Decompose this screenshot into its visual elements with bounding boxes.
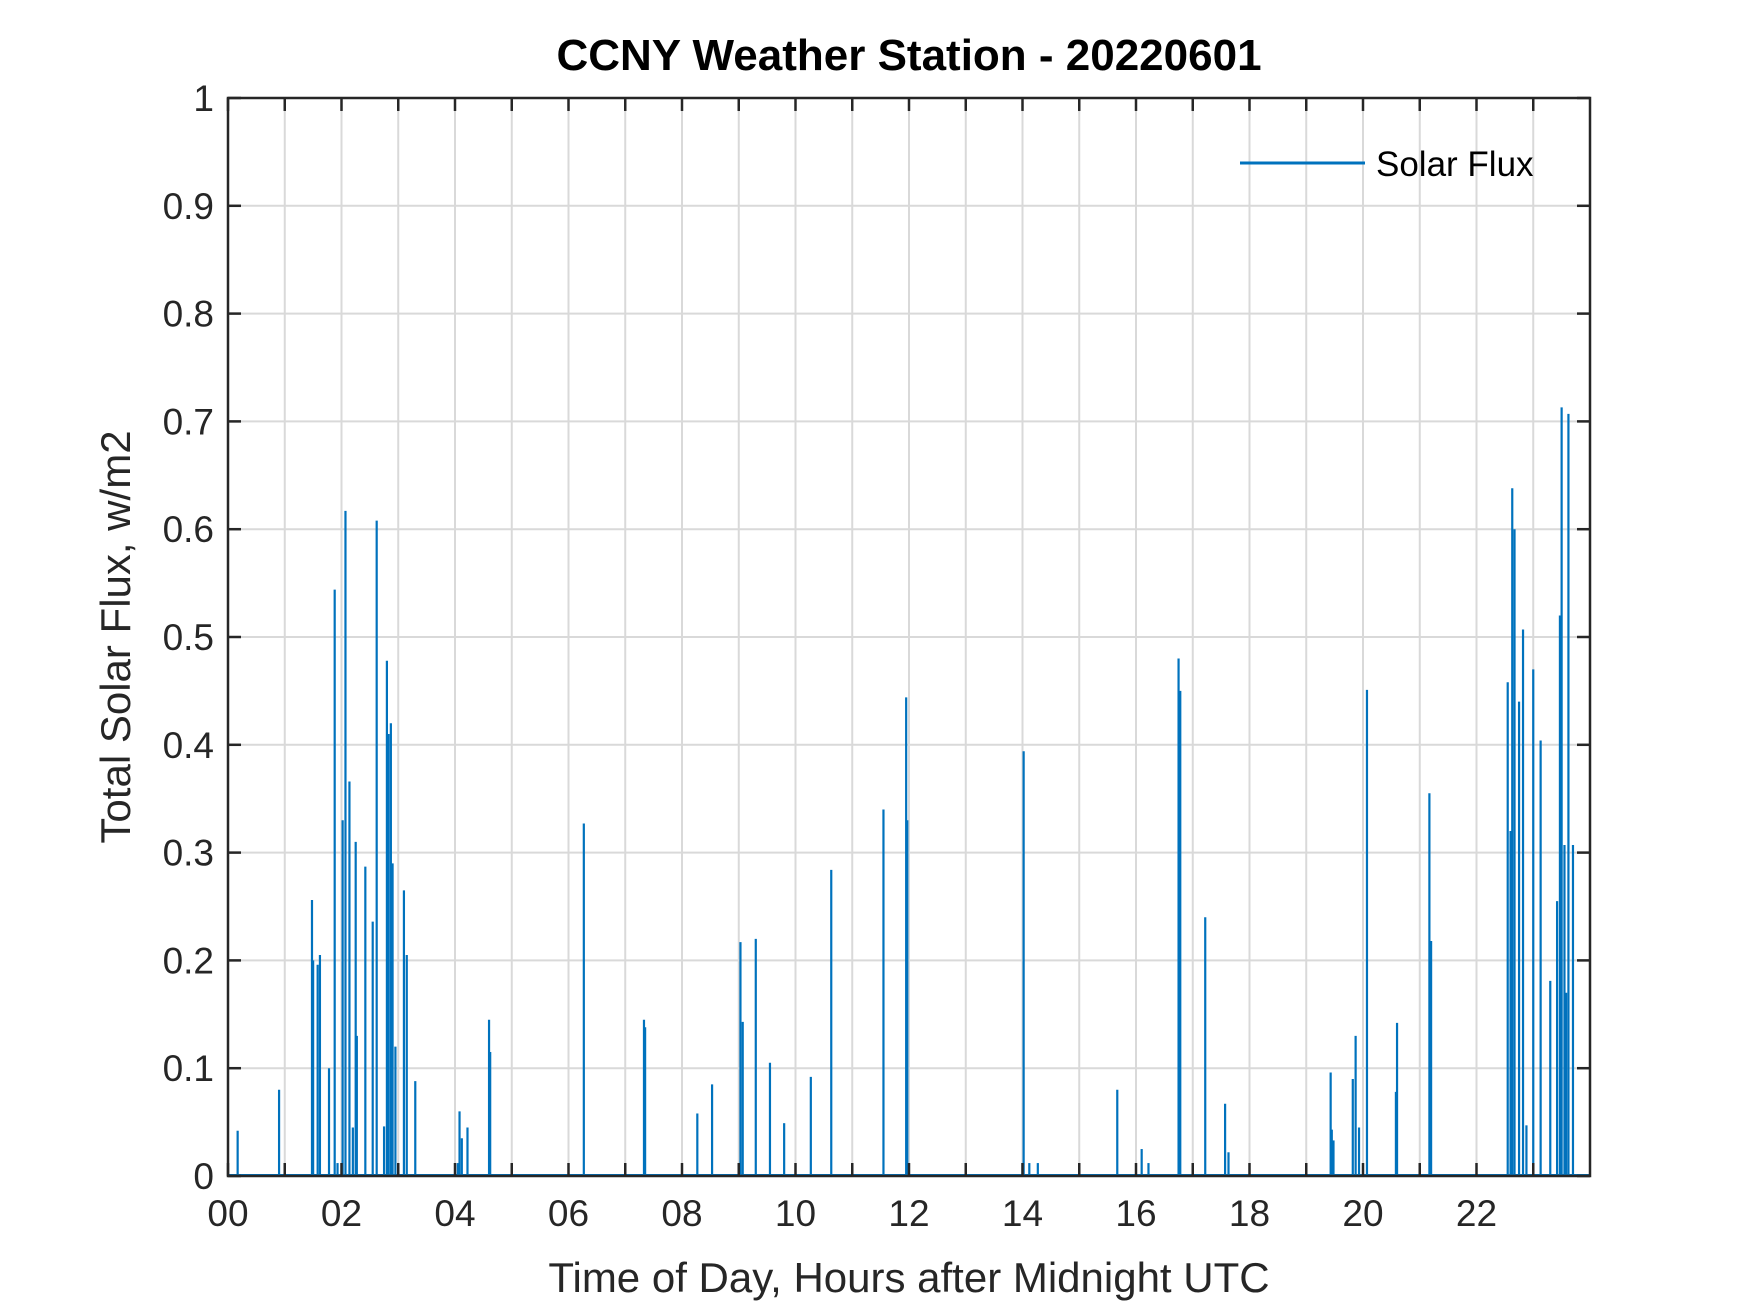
chart-title: CCNY Weather Station - 20220601 [556,31,1261,80]
y-tick-label: 0.4 [163,725,214,766]
y-tick-label: 0.5 [163,617,214,658]
tick-layer [226,96,1590,1178]
y-tick-label: 1 [193,78,214,119]
series-solar-flux [228,407,1590,1176]
x-tick-label: 04 [434,1193,475,1234]
x-tick-label: 18 [1229,1193,1270,1234]
x-tick-label: 16 [1115,1193,1156,1234]
x-tick-label: 08 [661,1193,702,1234]
x-tick-label: 06 [548,1193,589,1234]
x-tick-label: 10 [775,1193,816,1234]
x-tick-label: 20 [1342,1193,1383,1234]
legend-label-solar-flux: Solar Flux [1376,145,1534,184]
x-tick-label: 22 [1456,1193,1497,1234]
y-tick-label: 0.9 [163,186,214,227]
y-tick-label: 0.7 [163,401,214,442]
x-axis-label: Time of Day, Hours after Midnight UTC [548,1254,1269,1301]
x-tick-label: 00 [207,1193,248,1234]
y-tick-label: 0.2 [163,940,214,981]
y-tick-label: 0 [193,1156,214,1197]
legend: Solar Flux [1240,145,1534,184]
ticklabel-layer: 00 02 04 06 08 10 12 14 16 18 20 22 0 0.1 0.2 0.3 0.4 0.5… [163,78,1498,1234]
x-tick-label: 14 [1002,1193,1043,1234]
y-axis-label: Total Solar Flux, w/m2 [92,430,139,843]
data-layer [228,407,1590,1176]
y-tick-label: 0.8 [163,294,214,335]
y-tick-label: 0.1 [163,1048,214,1089]
y-tick-label: 0.6 [163,509,214,550]
grid-layer [228,98,1590,1176]
x-tick-label: 12 [888,1193,929,1234]
x-tick-label: 02 [321,1193,362,1234]
y-tick-label: 0.3 [163,833,214,874]
